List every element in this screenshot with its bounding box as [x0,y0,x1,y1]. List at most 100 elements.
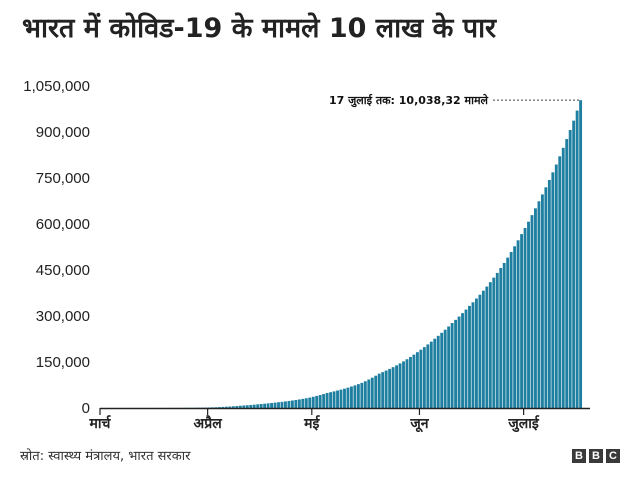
bar [225,406,228,408]
bar [398,363,402,408]
bar [356,384,360,408]
bar [402,361,405,408]
bar [426,344,430,408]
y-tick-label: 1,050,000 [23,78,90,95]
bar [332,391,336,408]
bar [370,377,374,408]
bar [377,373,381,408]
bar [481,290,485,408]
bar [311,396,315,408]
bar [461,313,464,408]
bar [277,402,280,408]
bar [565,139,569,408]
bar [381,372,385,408]
bar [537,201,541,408]
bar [520,234,524,408]
bar [534,208,537,408]
bar [280,401,284,408]
bar [343,388,346,408]
bar [568,130,572,408]
bar [544,187,548,408]
bar [502,262,506,408]
x-tick-label: जून [409,416,429,433]
bar [450,323,454,408]
bar [478,294,482,408]
bar [329,392,333,408]
bar [506,257,510,408]
bar [339,389,343,408]
bar [259,404,263,408]
bar [415,352,419,408]
bar [297,399,301,408]
bar [374,375,378,408]
bar [429,341,433,408]
annotation-label: 17 जुलाई तक: 10,038,32 मामले [329,93,489,108]
bar [367,379,371,408]
bar [540,194,544,408]
bar [231,406,235,408]
bar [263,403,267,408]
bar [304,398,308,408]
bar [384,370,388,408]
bar [475,298,478,408]
bar [412,354,416,408]
bar [249,404,253,408]
bar [530,215,534,408]
bar [409,356,412,408]
bar [527,221,530,408]
bar [499,268,503,408]
bar [301,398,305,408]
bar [575,110,579,408]
bar [245,405,249,408]
bar [346,387,350,408]
bar [579,100,583,408]
x-tick-label: अप्रैल [194,415,223,432]
bar [419,349,423,408]
bar [468,305,471,408]
bar [235,406,239,408]
bar [360,382,364,408]
bar [464,309,468,408]
bar [388,368,392,408]
bbc-logo-letter: C [606,449,620,463]
bar [256,404,260,408]
bar [391,367,395,408]
bar [211,407,214,408]
bar [561,147,565,408]
bar [353,385,357,408]
bar [554,164,558,408]
bar [447,326,451,408]
y-tick-label: 300,000 [36,308,90,325]
bar [322,394,326,408]
bar [495,272,499,408]
bar [238,405,242,408]
bar [294,399,298,408]
bar [485,286,489,408]
bar [523,228,527,408]
bar [270,403,274,408]
bar [422,347,426,408]
bar [395,365,399,408]
bar [454,319,458,408]
bar [252,404,256,408]
bbc-logo-letter: B [572,449,586,463]
bar [242,405,246,408]
y-tick-label: 900,000 [36,124,90,141]
bar [214,407,218,408]
bar [318,395,322,408]
bar [308,397,312,408]
bar [228,406,232,408]
bar [336,390,339,408]
bar [284,401,287,408]
bar [207,407,211,408]
bar [457,316,461,408]
bar [273,402,277,408]
bar [325,392,329,408]
bar [363,381,367,408]
x-tick-label: मार्च [89,415,112,432]
bar [433,338,437,408]
bar [509,252,513,408]
y-tick-label: 150,000 [36,354,90,371]
bar [492,277,496,408]
